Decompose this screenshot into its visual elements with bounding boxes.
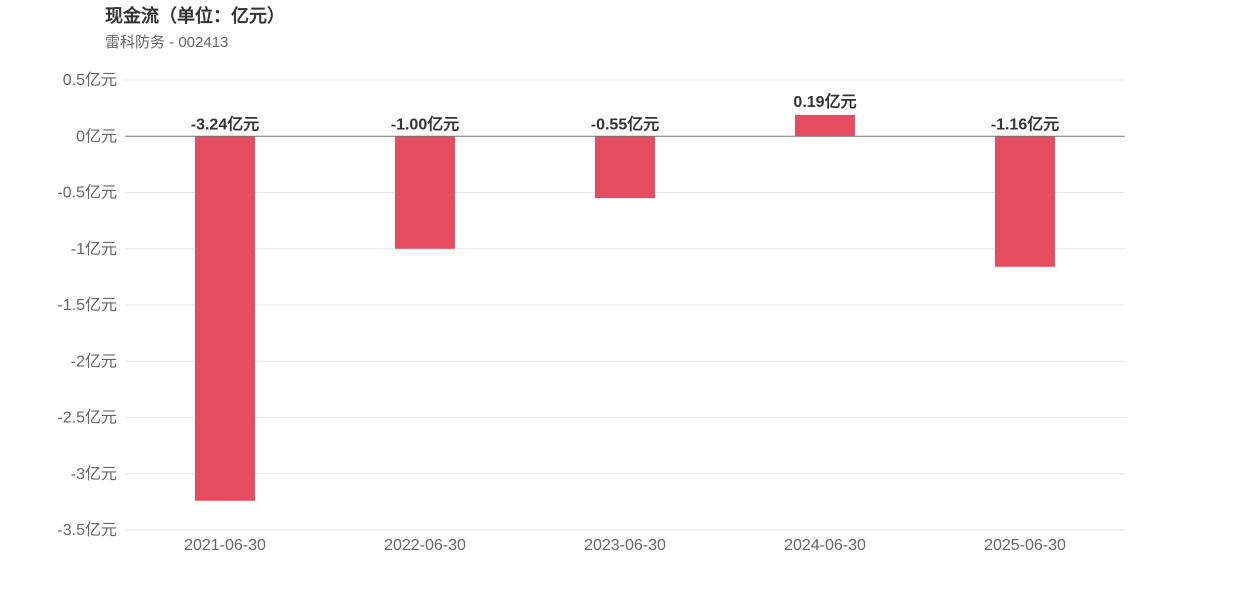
y-tick-label: 0.5亿元	[63, 71, 117, 89]
y-tick-label: -3亿元	[71, 465, 117, 483]
data-label: -3.24亿元	[191, 114, 259, 133]
bar	[595, 136, 655, 199]
chart-title: 现金流（单位：亿元）	[105, 6, 285, 26]
y-tick-label: -1亿元	[71, 240, 117, 258]
x-tick-label: 2025-06-30	[984, 537, 1066, 554]
bar	[195, 136, 255, 501]
bar	[995, 136, 1055, 267]
gridlines	[125, 79, 1125, 531]
axes: 0.5亿元 0亿元 -0.5亿元 -1亿元 -1.5亿元 -2亿元 -2.5亿元 -3亿元 -3…	[57, 71, 1125, 554]
data-label: -1.16亿元	[991, 114, 1059, 133]
y-tick-label: -0.5亿元	[57, 184, 117, 202]
y-tick-label: -2.5亿元	[57, 409, 117, 427]
y-tick-label: -2亿元	[71, 352, 117, 370]
x-tick-label: 2024-06-30	[784, 537, 866, 554]
data-label: -1.00亿元	[391, 114, 459, 133]
bar	[395, 136, 455, 249]
x-tick-label: 2021-06-30	[184, 537, 266, 554]
data-labels: -3.24亿元 -1.00亿元 -0.55亿元 0.19亿元 -1.16亿元	[191, 92, 1059, 133]
x-tick-label: 2023-06-30	[584, 537, 666, 554]
x-tick-label: 2022-06-30	[384, 537, 466, 554]
data-label: 0.19亿元	[793, 92, 856, 111]
bars	[195, 114, 1055, 501]
chart-subtitle: 雷科防务 - 002413	[105, 34, 229, 51]
y-tick-label: 0亿元	[76, 127, 117, 145]
y-tick-label: -3.5亿元	[57, 521, 117, 539]
bar	[795, 114, 855, 137]
data-label: -0.55亿元	[591, 114, 659, 133]
y-tick-label: -1.5亿元	[57, 296, 117, 314]
